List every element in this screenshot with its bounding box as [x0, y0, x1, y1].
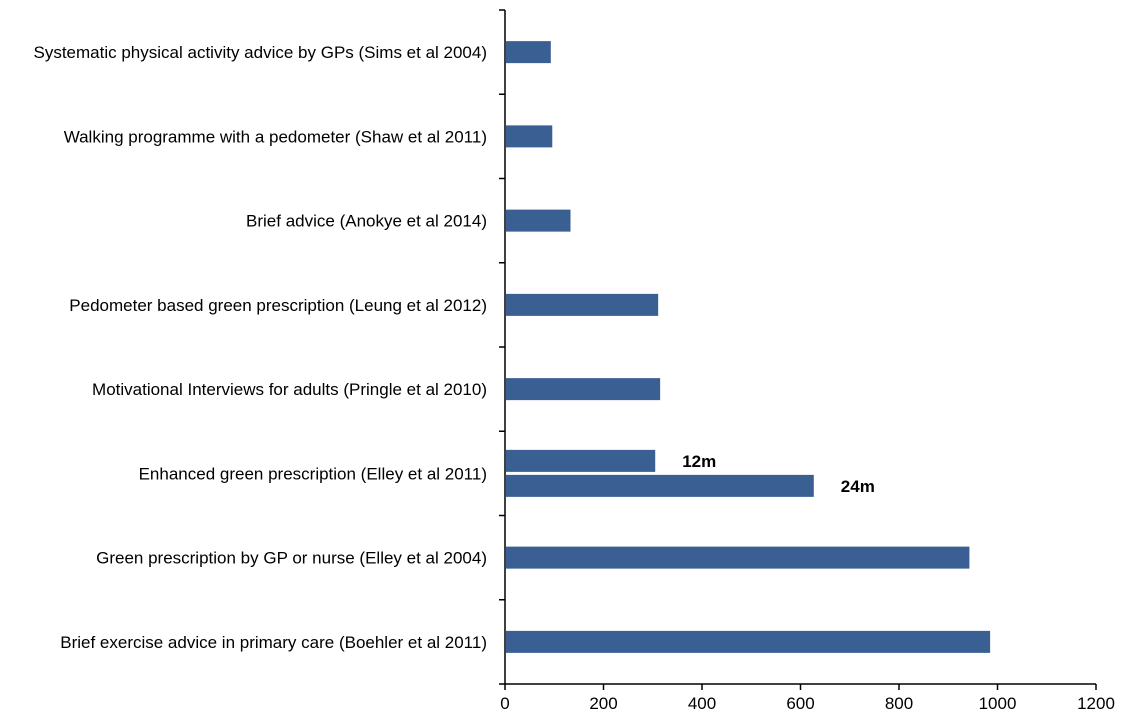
x-axis: 0 200 400 600 800 1000 1200 — [500, 683, 1115, 712]
bar — [506, 449, 656, 472]
bar — [506, 378, 661, 401]
bar-annotation: 12m — [682, 452, 716, 471]
category-label: Brief exercise advice in primary care (B… — [60, 633, 487, 652]
category-label: Pedometer based green prescription (Leun… — [69, 296, 487, 315]
category-label: Enhanced green prescription (Elley et al… — [139, 464, 487, 483]
x-tick-label: 0 — [500, 694, 509, 712]
y-axis — [499, 9, 506, 685]
category-label: Motivational Interviews for adults (Prin… — [92, 380, 487, 399]
bar-annotation: 24m — [841, 477, 875, 496]
bar — [506, 41, 551, 64]
category-label: Walking programme with a pedometer (Shaw… — [64, 127, 487, 146]
category-label: Systematic physical activity advice by G… — [34, 43, 488, 62]
bar — [506, 125, 553, 148]
bar — [506, 293, 659, 316]
x-tick-label: 1200 — [1077, 694, 1115, 712]
bar — [506, 546, 970, 569]
category-labels: Systematic physical activity advice by G… — [34, 43, 488, 652]
bar — [506, 209, 571, 232]
category-label: Brief advice (Anokye et al 2014) — [246, 212, 487, 231]
bars-group: 12m 24m — [506, 41, 991, 653]
x-tick-label: 1000 — [979, 694, 1017, 712]
bar — [506, 630, 991, 653]
x-tick-label: 800 — [885, 694, 913, 712]
x-tick-label: 200 — [589, 694, 617, 712]
bar — [506, 474, 814, 497]
category-label: Green prescription by GP or nurse (Elley… — [96, 549, 487, 568]
x-tick-label: 400 — [688, 694, 716, 712]
x-tick-label: 600 — [786, 694, 814, 712]
